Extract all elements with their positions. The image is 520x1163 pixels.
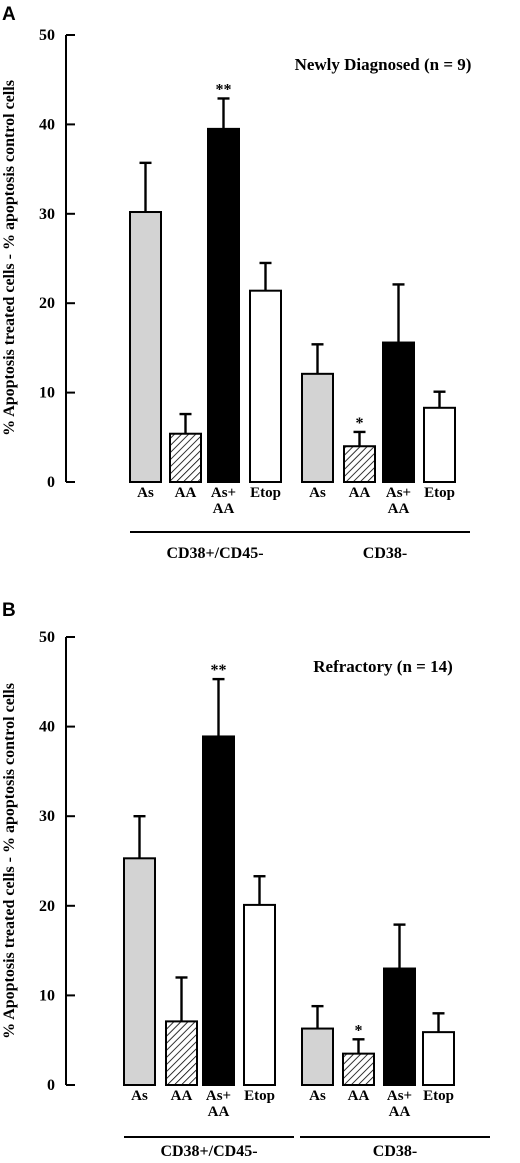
x-tick-label: As bbox=[137, 485, 154, 501]
y-tick-label: 40 bbox=[39, 719, 55, 736]
x-tick-label: AA bbox=[389, 1104, 411, 1120]
x-tick-label: As+ bbox=[206, 1088, 231, 1104]
bar bbox=[382, 341, 415, 484]
chart-title: Refractory (n = 14) bbox=[313, 657, 453, 676]
panel-letter: A bbox=[2, 4, 16, 25]
bar bbox=[343, 445, 376, 483]
group-label: CD38- bbox=[373, 1143, 417, 1160]
x-tick-label: AA bbox=[349, 485, 371, 501]
x-tick-label: Etop bbox=[424, 485, 455, 501]
x-tick-label: AA bbox=[175, 485, 197, 501]
x-tick-label: Etop bbox=[244, 1088, 275, 1104]
y-tick-label: 20 bbox=[39, 898, 55, 915]
group-label: CD38+/CD45- bbox=[160, 1143, 257, 1160]
y-tick-label: 0 bbox=[47, 1077, 55, 1094]
x-tick-label: AA bbox=[348, 1088, 370, 1104]
y-tick-label: 50 bbox=[39, 27, 55, 44]
bar bbox=[342, 1052, 375, 1087]
bar bbox=[169, 432, 202, 483]
y-tick-label: 20 bbox=[39, 295, 55, 312]
y-tick-label: 50 bbox=[39, 629, 55, 646]
bar bbox=[243, 903, 276, 1086]
y-axis-label: % Apoptosis treated cells - % apoptosis … bbox=[1, 80, 18, 436]
panel-letter: B bbox=[2, 600, 16, 621]
y-axis-label: % Apoptosis treated cells - % apoptosis … bbox=[1, 683, 18, 1039]
y-tick-label: 10 bbox=[39, 385, 55, 402]
x-tick-label: As+ bbox=[387, 1088, 412, 1104]
bar bbox=[207, 127, 240, 483]
x-tick-label: Etop bbox=[250, 485, 281, 501]
x-tick-label: As+ bbox=[386, 485, 411, 501]
x-tick-label: As bbox=[309, 485, 326, 501]
y-tick-label: 40 bbox=[39, 116, 55, 133]
significance-marker: * bbox=[355, 1022, 363, 1039]
x-tick-label: AA bbox=[171, 1088, 193, 1104]
y-tick-label: 30 bbox=[39, 206, 55, 223]
significance-marker: * bbox=[356, 415, 364, 432]
group-label: CD38+/CD45- bbox=[166, 545, 263, 562]
y-tick-label: 30 bbox=[39, 808, 55, 825]
significance-marker: ** bbox=[211, 662, 227, 679]
x-tick-label: As bbox=[131, 1088, 148, 1104]
bar bbox=[301, 1027, 334, 1087]
bar bbox=[422, 1031, 455, 1086]
bar bbox=[202, 735, 235, 1086]
bar bbox=[129, 211, 162, 483]
x-tick-label: AA bbox=[208, 1104, 230, 1120]
y-tick-label: 10 bbox=[39, 987, 55, 1004]
x-tick-label: Etop bbox=[423, 1088, 454, 1104]
x-tick-label: AA bbox=[388, 501, 410, 517]
x-tick-label: As bbox=[309, 1088, 326, 1104]
bar bbox=[249, 289, 282, 483]
bar bbox=[123, 857, 156, 1087]
bar bbox=[301, 372, 334, 483]
chart-title: Newly Diagnosed (n = 9) bbox=[295, 55, 472, 74]
bar bbox=[423, 406, 456, 484]
x-tick-label: AA bbox=[213, 501, 235, 517]
bar bbox=[383, 967, 416, 1087]
x-tick-label: As+ bbox=[211, 485, 236, 501]
group-label: CD38- bbox=[363, 545, 407, 562]
bar bbox=[165, 1020, 198, 1086]
y-tick-label: 0 bbox=[47, 474, 55, 491]
significance-marker: ** bbox=[216, 81, 232, 98]
